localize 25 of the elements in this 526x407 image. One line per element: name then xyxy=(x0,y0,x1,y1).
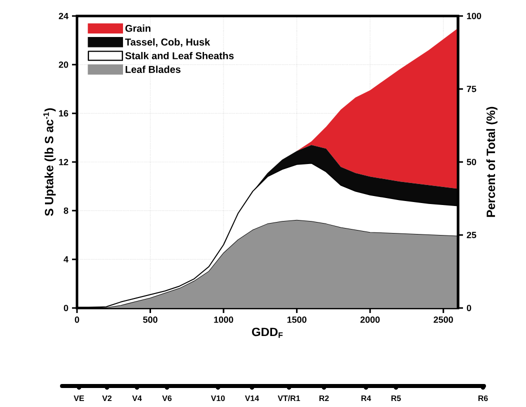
x-tick-label: 1000 xyxy=(214,316,234,323)
y-axis-title: S Uptake (lb S ac$^{-1}$) xyxy=(43,108,56,216)
legend-label: Grain xyxy=(125,24,150,32)
y-tick-label: 0 xyxy=(64,304,68,312)
y2-tick-label: 0 xyxy=(466,304,472,312)
y2-tick-label: 75 xyxy=(466,86,476,92)
y2-tick-label: 25 xyxy=(466,232,476,238)
legend-label: Tassel, Cob, Husk xyxy=(125,38,210,48)
x-axis-title: GDD$_{F}$ xyxy=(252,328,283,338)
y-tick-label: 4 xyxy=(64,256,68,262)
legend-label: Leaf Blades xyxy=(126,66,181,73)
x-tick-label: 500 xyxy=(143,316,158,323)
y2-tick-label: 100 xyxy=(467,12,482,20)
y-tick-label: 20 xyxy=(58,61,68,68)
y-tick-label: 8 xyxy=(64,207,68,214)
x-tick-label: 2500 xyxy=(434,316,453,323)
y-tick-label: 16 xyxy=(59,110,68,117)
y2-tick-label: 50 xyxy=(466,158,476,166)
legend-label: Stalk and Leaf Sheaths xyxy=(125,52,234,60)
y2-axis-title: Percent of Total (%) xyxy=(486,106,498,217)
x-tick-label: 0 xyxy=(74,316,80,323)
y-tick-label: 24 xyxy=(58,12,68,20)
x-tick-label: 2000 xyxy=(360,316,380,323)
y-tick-label: 12 xyxy=(59,158,68,166)
x-tick-label: 1500 xyxy=(287,316,306,323)
